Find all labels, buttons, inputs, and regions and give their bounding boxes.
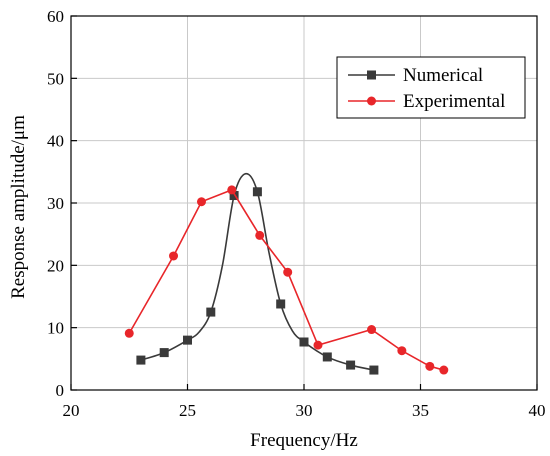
y-tick-label: 20	[47, 256, 64, 275]
x-tick-label: 20	[63, 401, 80, 420]
series-layer	[124, 172, 449, 375]
y-tick-label: 40	[47, 132, 64, 151]
data-point-numerical-1	[159, 348, 169, 358]
data-point-numerical-7	[299, 337, 309, 347]
x-tick-label: 40	[529, 401, 546, 420]
data-point-experimental-8	[397, 346, 407, 356]
x-axis-title: Frequency/Hz	[250, 430, 358, 451]
legend-marker-experimental	[367, 96, 376, 106]
series-numerical	[136, 172, 379, 375]
data-point-experimental-7	[367, 325, 377, 335]
data-point-experimental-0	[124, 328, 134, 338]
data-point-numerical-4	[229, 191, 239, 201]
series-experimental	[124, 185, 449, 375]
data-point-numerical-8	[322, 352, 332, 362]
data-point-numerical-2	[183, 335, 192, 345]
y-tick-label: 50	[47, 69, 64, 88]
y-tick-label: 30	[47, 194, 64, 213]
x-tick-label: 25	[179, 401, 196, 420]
legend-item-experimental: Experimental	[348, 91, 505, 112]
series-line-numerical	[140, 172, 375, 371]
legend-marker-numerical	[367, 70, 376, 80]
legend-label-experimental: Experimental	[403, 91, 505, 112]
data-point-experimental-5	[283, 267, 293, 277]
data-point-numerical-10	[369, 365, 379, 375]
legend: Numerical Experimental	[336, 56, 526, 119]
data-point-experimental-1	[169, 251, 179, 261]
data-point-numerical-0	[136, 355, 146, 365]
axis-ticks: 20 25 30 35 40 0 10 20 30 40 50 60	[47, 7, 546, 420]
x-tick-label: 30	[296, 401, 313, 420]
data-point-numerical-3	[206, 307, 216, 317]
data-point-experimental-6	[313, 340, 323, 350]
y-tick-label: 60	[47, 7, 64, 26]
series-line-experimental	[128, 188, 445, 371]
y-tick-label: 10	[47, 319, 64, 338]
y-axis-title: Response amplitude/μm	[8, 115, 29, 299]
data-point-experimental-4	[255, 230, 265, 240]
data-point-experimental-9	[425, 361, 435, 371]
data-point-numerical-6	[276, 299, 286, 309]
data-point-experimental-3	[227, 185, 237, 195]
data-point-experimental-2	[196, 197, 206, 207]
x-tick-label: 35	[412, 401, 429, 420]
legend-item-numerical: Numerical	[348, 65, 483, 86]
y-tick-label: 0	[56, 381, 65, 400]
data-point-numerical-5	[252, 187, 262, 197]
data-point-experimental-10	[439, 365, 449, 375]
data-point-numerical-9	[346, 360, 356, 370]
legend-box	[336, 56, 526, 119]
legend-label-numerical: Numerical	[403, 65, 483, 86]
